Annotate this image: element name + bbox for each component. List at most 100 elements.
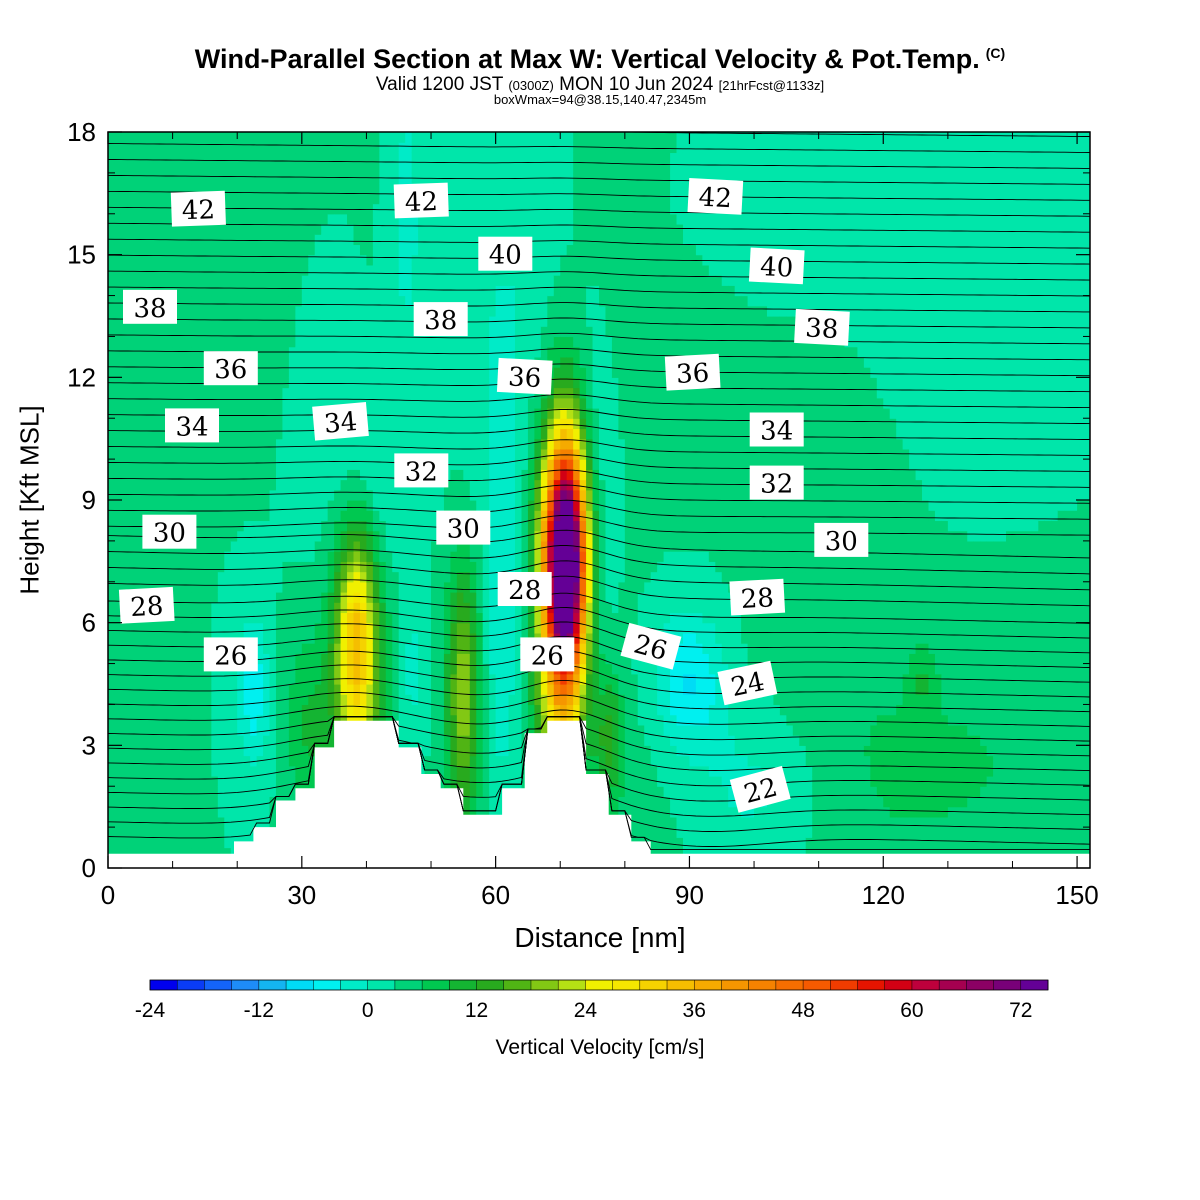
- velocity-cell: [120, 224, 128, 235]
- velocity-cell: [366, 326, 374, 338]
- velocity-cell: [340, 213, 348, 225]
- velocity-cell: [127, 755, 135, 767]
- velocity-cell: [476, 561, 484, 573]
- velocity-cell: [179, 755, 187, 767]
- velocity-cell: [172, 581, 180, 593]
- velocity-cell: [385, 653, 393, 665]
- velocity-cell: [191, 183, 200, 194]
- velocity-cell: [489, 776, 497, 787]
- velocity-cell: [204, 581, 212, 593]
- velocity-cell: [424, 581, 432, 593]
- velocity-cell: [140, 162, 148, 174]
- velocity-cell: [372, 305, 380, 317]
- velocity-cell: [120, 142, 128, 154]
- velocity-cell: [308, 336, 316, 348]
- velocity-cell: [359, 203, 368, 215]
- velocity-cell: [547, 295, 555, 307]
- velocity-cell: [502, 397, 510, 409]
- velocity-cell: [243, 581, 251, 593]
- velocity-cell: [437, 428, 445, 440]
- velocity-cell: [217, 765, 225, 777]
- velocity-cell: [140, 275, 148, 286]
- velocity-cell: [437, 418, 445, 430]
- velocity-cell: [321, 193, 329, 205]
- velocity-cell: [185, 132, 193, 143]
- velocity-cell: [204, 520, 212, 532]
- velocity-cell: [211, 224, 219, 235]
- velocity-cell: [153, 847, 161, 859]
- velocity-cell: [108, 735, 116, 746]
- velocity-cell: [140, 847, 148, 859]
- velocity-cell: [489, 438, 497, 450]
- velocity-cell: [476, 132, 484, 143]
- velocity-cell: [127, 500, 135, 511]
- velocity-cell: [166, 459, 174, 470]
- velocity-cell: [179, 806, 187, 818]
- velocity-cell: [476, 418, 484, 430]
- velocity-cell: [321, 142, 329, 154]
- velocity-cell: [308, 387, 316, 399]
- velocity-cell: [191, 755, 200, 767]
- velocity-cell: [424, 295, 432, 307]
- velocity-cell: [191, 387, 200, 399]
- velocity-cell: [327, 336, 335, 348]
- velocity-cell: [527, 162, 535, 174]
- velocity-cell: [366, 285, 374, 297]
- velocity-cell: [334, 193, 342, 205]
- velocity-cell: [120, 796, 128, 808]
- velocity-cell: [450, 142, 458, 154]
- velocity-cell: [334, 479, 342, 491]
- velocity-cell: [321, 224, 329, 235]
- velocity-cell: [204, 183, 212, 194]
- velocity-cell: [334, 684, 342, 695]
- velocity-cell: [308, 704, 316, 716]
- velocity-cell: [540, 612, 548, 624]
- velocity-cell: [521, 520, 529, 532]
- velocity-cell: [108, 336, 116, 348]
- velocity-cell: [534, 520, 542, 532]
- velocity-cell: [489, 704, 497, 716]
- velocity-cell: [301, 581, 309, 593]
- velocity-cell: [547, 397, 555, 409]
- velocity-cell: [482, 663, 490, 675]
- velocity-cell: [191, 346, 200, 358]
- velocity-cell: [172, 469, 180, 481]
- velocity-cell: [263, 295, 271, 307]
- velocity-cell: [502, 438, 510, 450]
- velocity-cell: [269, 234, 277, 246]
- velocity-cell: [172, 827, 180, 838]
- velocity-cell: [321, 275, 329, 286]
- velocity-cell: [456, 684, 464, 695]
- velocity-cell: [153, 663, 161, 675]
- velocity-cell: [127, 632, 135, 644]
- velocity-cell: [166, 356, 174, 368]
- velocity-cell: [153, 326, 161, 338]
- velocity-cell: [295, 540, 303, 552]
- velocity-cell: [114, 132, 122, 143]
- velocity-cell: [482, 500, 490, 511]
- velocity-cell: [114, 203, 122, 215]
- velocity-cell: [172, 847, 180, 859]
- velocity-cell: [288, 704, 296, 716]
- velocity-cell: [314, 295, 322, 307]
- velocity-cell: [140, 663, 148, 675]
- velocity-cell: [269, 632, 277, 644]
- velocity-cell: [469, 592, 477, 603]
- velocity-cell: [540, 510, 548, 522]
- velocity-cell: [334, 305, 342, 317]
- velocity-cell: [515, 694, 523, 706]
- velocity-cell: [159, 561, 167, 573]
- velocity-cell: [127, 837, 135, 849]
- velocity-cell: [502, 295, 510, 307]
- velocity-cell: [308, 408, 316, 419]
- velocity-cell: [508, 152, 516, 164]
- velocity-cell: [140, 673, 148, 685]
- velocity-cell: [166, 479, 174, 491]
- velocity-cell: [114, 285, 122, 297]
- velocity-cell: [295, 612, 303, 624]
- velocity-cell: [418, 336, 426, 348]
- velocity-cell: [217, 295, 225, 307]
- velocity-cell: [108, 847, 116, 859]
- velocity-cell: [411, 418, 419, 430]
- velocity-cell: [159, 203, 167, 215]
